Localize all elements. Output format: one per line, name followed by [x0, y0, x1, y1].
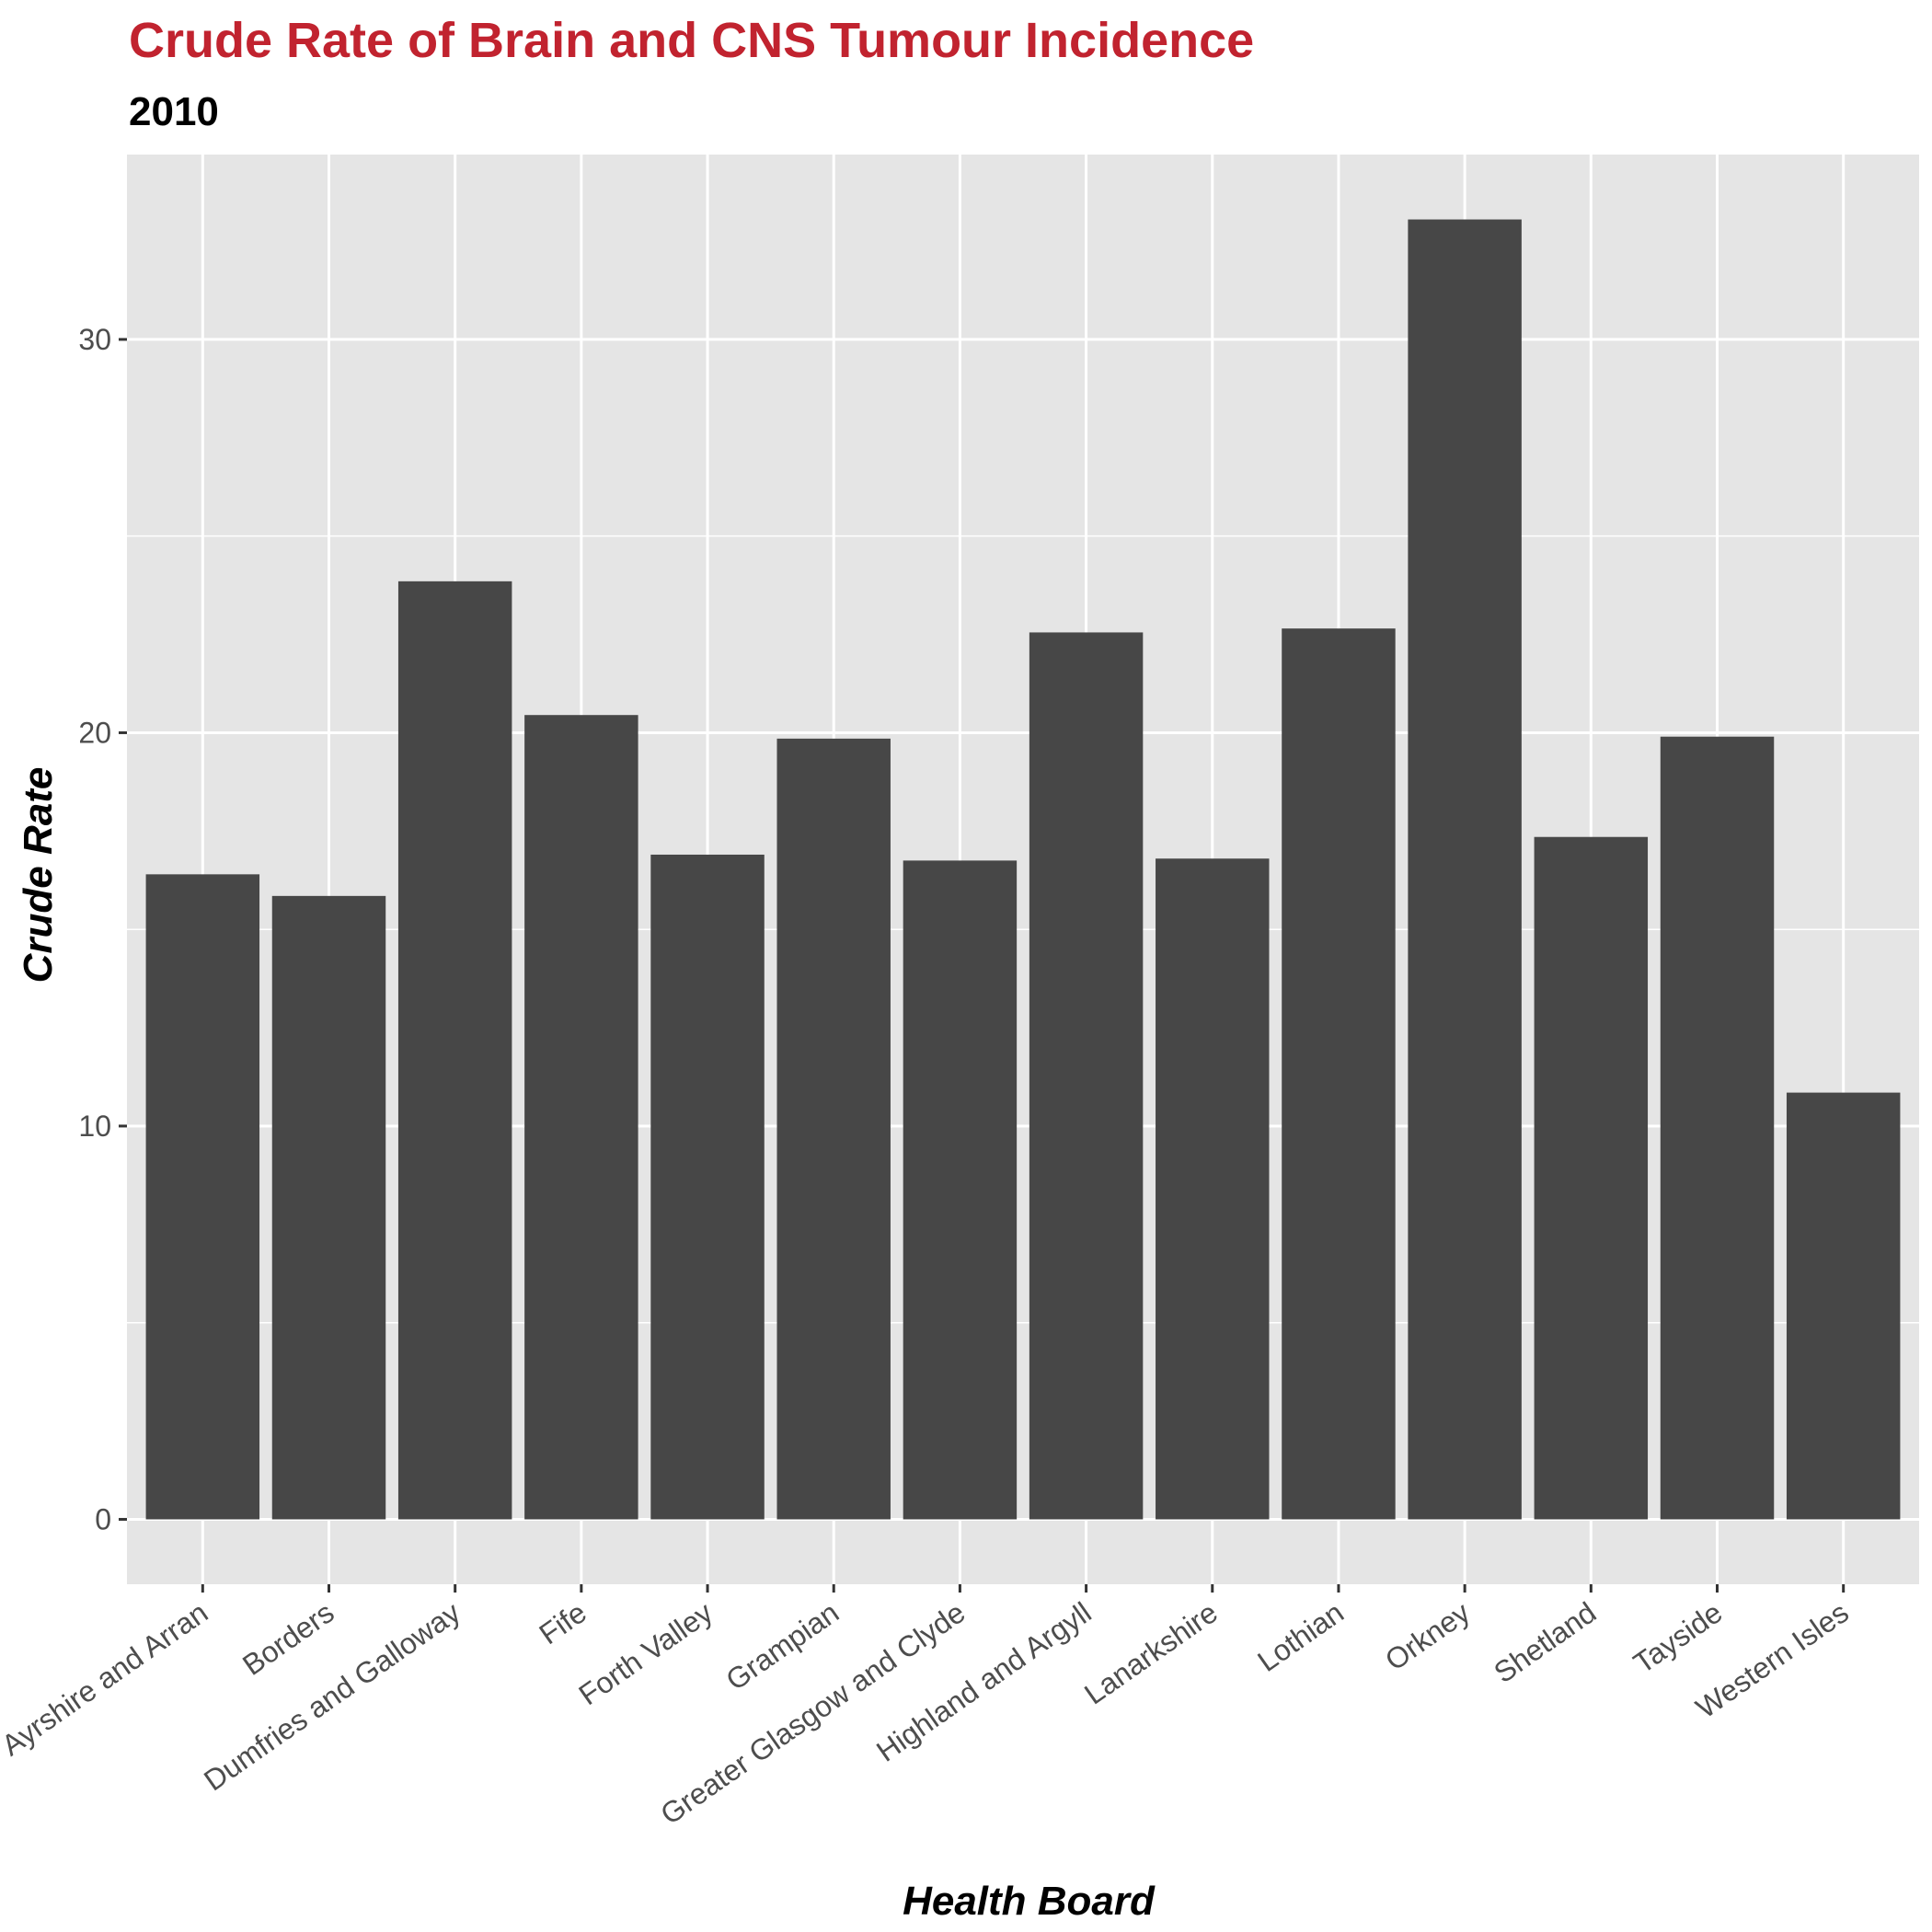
- x-tick-label: Forth Valley: [572, 1595, 719, 1711]
- bar: [1156, 858, 1270, 1520]
- bar: [1282, 628, 1396, 1520]
- x-axis-title: Health Board: [903, 1879, 1156, 1924]
- y-tick-label: 10: [78, 1110, 111, 1143]
- x-tick-label: Ayrshire and Arran: [0, 1595, 213, 1762]
- y-tick-label: 30: [78, 323, 111, 356]
- y-axis-title: Crude Rate: [16, 767, 61, 983]
- bar: [397, 581, 512, 1520]
- chart-subtitle: 2010: [129, 89, 219, 134]
- bars: [145, 219, 1901, 1520]
- x-tick-label: Shetland: [1488, 1595, 1602, 1689]
- bar: [1660, 736, 1775, 1520]
- bar: [1408, 219, 1522, 1520]
- x-tick-label: Lanarkshire: [1078, 1595, 1224, 1710]
- x-tick-label: Grampian: [720, 1595, 845, 1696]
- bar: [776, 738, 891, 1520]
- bar: [271, 895, 386, 1520]
- x-tick-label: Orkney: [1379, 1595, 1476, 1677]
- x-tick-label: Borders: [236, 1595, 339, 1682]
- bar: [524, 715, 638, 1520]
- bar: [650, 854, 765, 1520]
- x-tick-label: Tayside: [1627, 1595, 1729, 1680]
- x-tick-label: Fife: [534, 1595, 592, 1650]
- plot-panel: [127, 155, 1919, 1584]
- panel-background: [127, 155, 1919, 1584]
- y-tick-label: 0: [95, 1502, 111, 1535]
- chart-title: Crude Rate of Brain and CNS Tumour Incid…: [129, 13, 1254, 68]
- bar: [145, 874, 260, 1520]
- x-tick-label: Highland and Argyll: [870, 1595, 1098, 1768]
- y-axis: 0 10 20 30: [78, 323, 127, 1535]
- y-tick-label: 20: [78, 716, 111, 749]
- bar: [1786, 1092, 1901, 1520]
- bar: [1534, 836, 1649, 1520]
- bar: [903, 860, 1018, 1520]
- x-tick-label: Lothian: [1251, 1595, 1350, 1678]
- bar: [1029, 632, 1144, 1520]
